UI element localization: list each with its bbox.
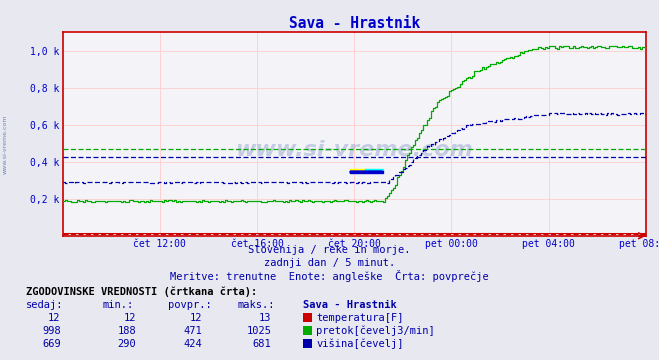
Text: Sava - Hrastnik: Sava - Hrastnik [303,300,397,310]
Text: Meritve: trenutne  Enote: angleške  Črta: povprečje: Meritve: trenutne Enote: angleške Črta: … [170,270,489,282]
Text: min.:: min.: [102,300,133,310]
Text: 424: 424 [184,339,202,349]
Text: ZGODOVINSKE VREDNOSTI (črtkana črta):: ZGODOVINSKE VREDNOSTI (črtkana črta): [26,287,258,297]
Text: 290: 290 [118,339,136,349]
Text: 669: 669 [42,339,61,349]
Text: 681: 681 [253,339,272,349]
Bar [350,171,383,173]
Text: povpr.:: povpr.: [168,300,212,310]
Text: 12: 12 [190,313,202,323]
Polygon shape [350,171,383,173]
Text: 13: 13 [259,313,272,323]
Text: sedaj:: sedaj: [26,300,64,310]
Text: 12: 12 [48,313,61,323]
Text: temperatura[F]: temperatura[F] [316,313,404,323]
Text: 1025: 1025 [246,326,272,336]
Bar [350,169,368,171]
Text: 188: 188 [118,326,136,336]
Text: 998: 998 [42,326,61,336]
Text: www.si-vreme.com: www.si-vreme.com [235,140,473,160]
Title: Sava - Hrastnik: Sava - Hrastnik [289,16,420,31]
Text: 471: 471 [184,326,202,336]
Text: Slovenija / reke in morje.: Slovenija / reke in morje. [248,245,411,255]
Text: maks.:: maks.: [237,300,275,310]
Text: zadnji dan / 5 minut.: zadnji dan / 5 minut. [264,258,395,269]
Text: 12: 12 [124,313,136,323]
Text: www.si-vreme.com: www.si-vreme.com [3,114,8,174]
Bar [364,169,383,171]
Text: pretok[čevelj3/min]: pretok[čevelj3/min] [316,325,435,336]
Text: višina[čevelj]: višina[čevelj] [316,338,404,349]
